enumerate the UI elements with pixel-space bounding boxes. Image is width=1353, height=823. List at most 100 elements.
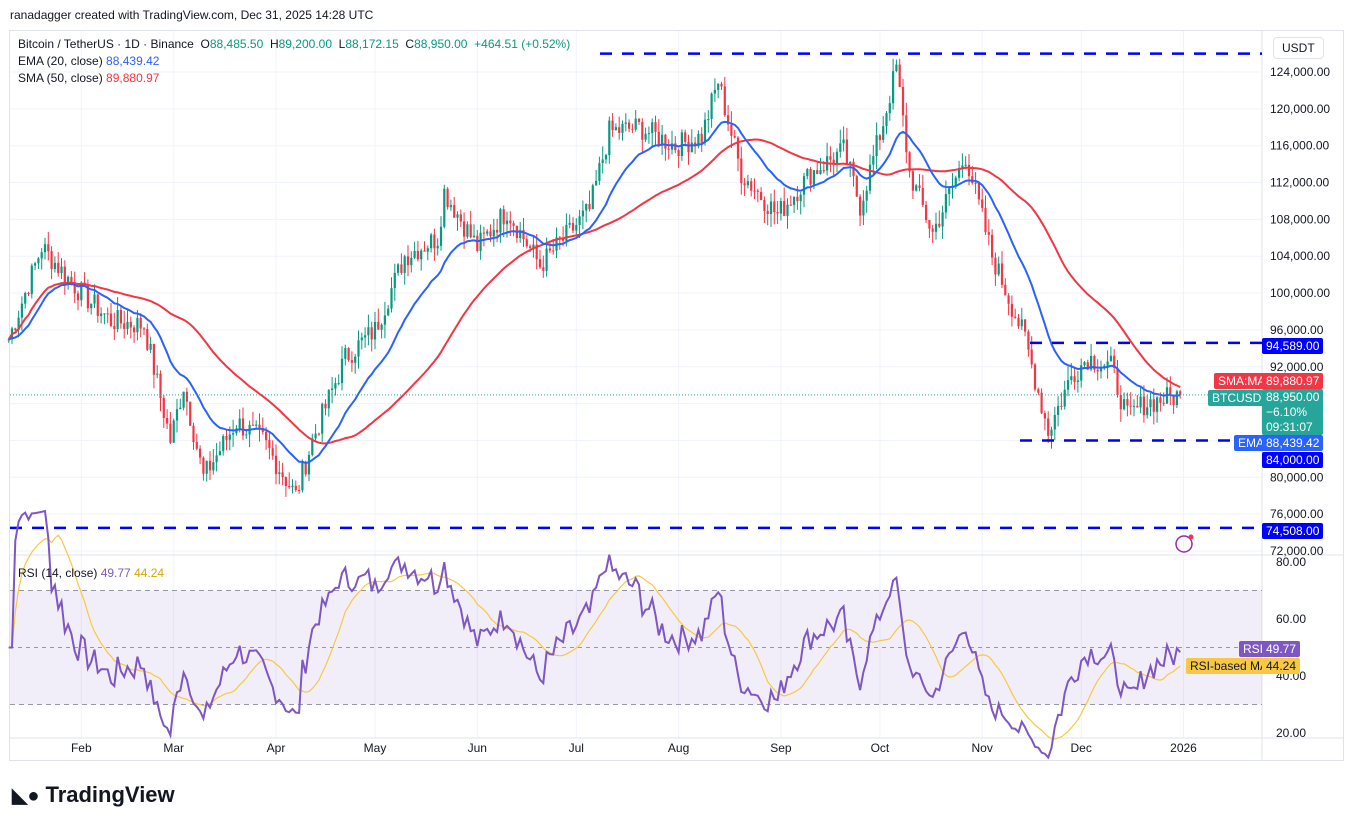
candle-body (307, 454, 311, 475)
candle-body (812, 170, 815, 185)
candle-body (70, 276, 73, 283)
candle-body (964, 164, 967, 166)
candle-body (367, 327, 370, 336)
candle-body (430, 234, 433, 249)
candle-body (37, 258, 40, 264)
candle-body (340, 358, 344, 384)
candle-body (799, 194, 802, 202)
candle-body (7, 339, 10, 341)
candle-body (1033, 364, 1037, 390)
candle-body (1109, 355, 1112, 362)
candle-body (1129, 405, 1132, 407)
candle-body (387, 308, 390, 316)
candle-body (796, 196, 799, 202)
candle-body (179, 407, 182, 410)
candle-body (1159, 397, 1162, 403)
ema-label[interactable]: EMA (20, close) (18, 54, 103, 68)
candle-body (661, 134, 664, 146)
candle-body (918, 185, 921, 188)
candle-body (878, 135, 881, 140)
candle-body (994, 257, 997, 275)
candle-body (967, 164, 971, 177)
candle-body (631, 128, 634, 130)
candle-body (453, 205, 456, 218)
candle-body (439, 226, 443, 246)
candle-body (1090, 356, 1093, 370)
ema-value: 88,439.42 (106, 54, 160, 68)
candle-body (30, 265, 33, 294)
candle-body (268, 440, 271, 449)
candle-body (241, 418, 245, 436)
candle-body (383, 315, 386, 325)
candle-body (1152, 399, 1155, 412)
candle-body (106, 313, 109, 315)
rsi-tag-value: 49.77 (1262, 641, 1301, 657)
candle-body (895, 64, 898, 72)
candle-body (331, 388, 334, 391)
candle-body (598, 163, 601, 181)
sma-label[interactable]: SMA (50, close) (18, 71, 103, 85)
candle-body (571, 223, 575, 231)
last-price: 88,950.00 (1266, 390, 1320, 404)
time-tick-label: Jul (569, 741, 584, 755)
currency-button[interactable]: USDT (1273, 37, 1324, 59)
candle-body (393, 272, 396, 289)
level-74508-tag: 74,508.00 (1262, 523, 1324, 539)
candle-body (357, 340, 360, 357)
candle-body (20, 303, 23, 318)
candle-body (222, 436, 225, 452)
time-tick-label: Jun (468, 741, 487, 755)
candle-body (532, 244, 535, 248)
candle-body (60, 266, 63, 274)
candle-body (977, 182, 980, 200)
candle-body (944, 194, 947, 213)
candle-body (373, 322, 377, 340)
time-tick-label: 2026 (1170, 741, 1197, 755)
sma-tag-name: SMA:MA (1214, 373, 1270, 389)
price-tick-label: 76,000.00 (1270, 507, 1324, 521)
tradingview-logo[interactable]: ◣● TradingView (12, 782, 175, 808)
price-tick-label: 124,000.00 (1270, 65, 1330, 79)
candle-body (34, 263, 37, 266)
candle-body (189, 401, 192, 426)
rsi-tick-label: 80.00 (1276, 555, 1306, 569)
candle-body (314, 433, 317, 439)
candle-body (1083, 362, 1086, 366)
candle-body (908, 152, 911, 172)
candle-body (93, 294, 96, 304)
candle-body (1136, 405, 1139, 408)
candle-body (1076, 380, 1079, 383)
candle-body (245, 434, 248, 436)
candle-body (156, 373, 159, 375)
candle-body (133, 327, 136, 333)
rsi-label[interactable]: RSI (14, close) (18, 566, 98, 580)
candle-body (410, 257, 413, 266)
candle-body (505, 220, 509, 225)
rsi-value: 49.77 (100, 566, 131, 580)
candle-body (901, 86, 905, 116)
candle-body (1073, 376, 1076, 383)
candle-body (397, 264, 400, 273)
candle-body (760, 191, 763, 200)
candle-body (845, 139, 848, 165)
candle-body (47, 244, 50, 252)
tv-logo-icon: ◣● (12, 784, 40, 807)
symbol-name[interactable]: Bitcoin / TetherUS · 1D · Binance (18, 37, 194, 51)
price-tick-label: 80,000.00 (1270, 470, 1324, 484)
candle-body (1142, 396, 1145, 416)
ema-20-line (8, 120, 1181, 465)
candle-body (588, 203, 591, 210)
candle-body (723, 86, 726, 116)
candle-body (406, 256, 410, 266)
candle-body (835, 151, 839, 164)
candle-body (842, 139, 845, 144)
candle-body (172, 420, 175, 443)
last-price-tag: 88,950.00 −6.10% 09:31:07 (1262, 389, 1324, 435)
candle-body (618, 127, 621, 133)
candle-body (753, 190, 756, 192)
candle-body (182, 391, 185, 408)
candle-body (697, 133, 700, 147)
price-tick-label: 112,000.00 (1270, 176, 1329, 190)
candle-body (624, 122, 627, 124)
